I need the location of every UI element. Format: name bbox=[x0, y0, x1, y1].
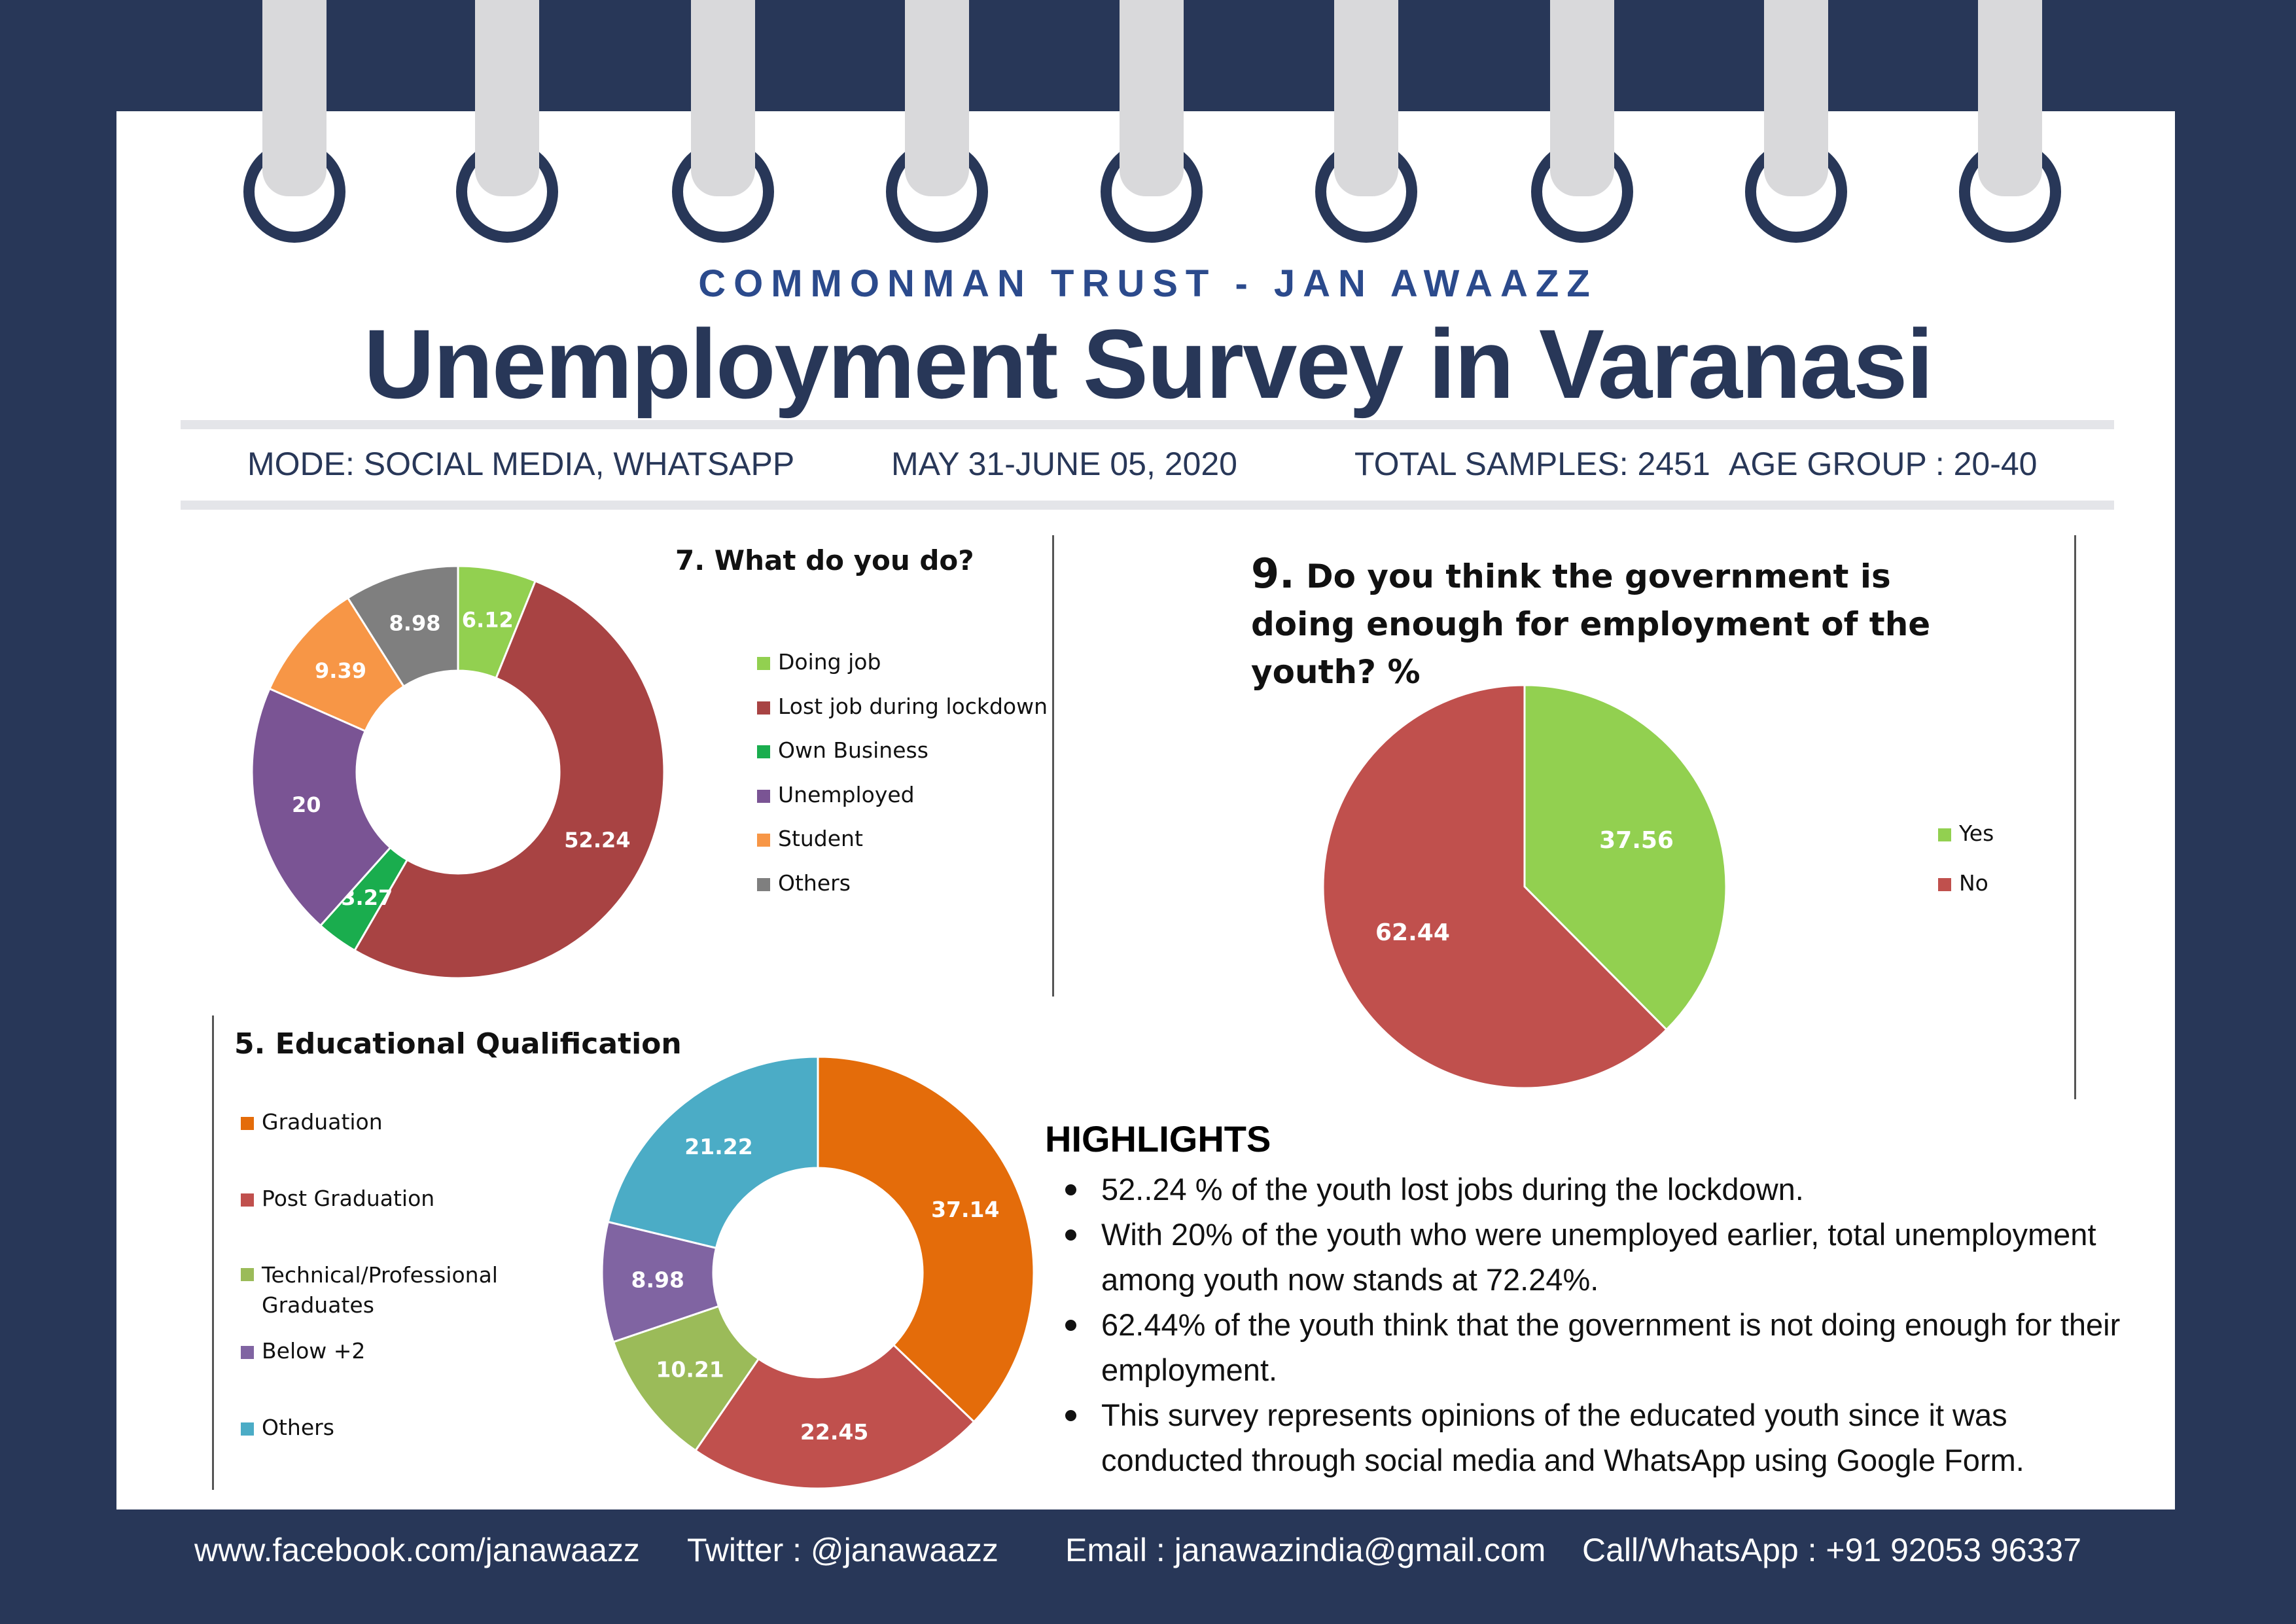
highlight-item: 52..24 % of the youth lost jobs during t… bbox=[1052, 1167, 2138, 1212]
divider-vertical-3 bbox=[212, 1015, 214, 1490]
legend-label: Doing job bbox=[778, 649, 881, 675]
legend-swatch bbox=[241, 1193, 254, 1207]
legend-item: Graduation bbox=[241, 1109, 383, 1135]
legend-label: Below +2 bbox=[262, 1338, 366, 1364]
divider-vertical-2 bbox=[2074, 535, 2076, 1099]
legend-swatch bbox=[757, 745, 770, 758]
chart-9-title: 9. Do you think the government is doing … bbox=[1251, 550, 1958, 696]
binding-ring bbox=[1978, 0, 2042, 196]
data-label: 6.12 bbox=[462, 607, 514, 632]
footer-facebook: www.facebook.com/janawaazz bbox=[194, 1532, 640, 1568]
data-label: 8.98 bbox=[631, 1267, 684, 1292]
pie-slice bbox=[1523, 684, 1727, 1031]
chart-9-pie: 37.56 62.44 bbox=[1322, 684, 1727, 1089]
divider-top bbox=[181, 420, 2114, 429]
legend-label: Others bbox=[262, 1415, 334, 1440]
legend-swatch bbox=[241, 1345, 254, 1359]
legend-item: Doing job bbox=[757, 649, 881, 675]
highlights-title: HIGHLIGHTS bbox=[1045, 1118, 1271, 1159]
chart-9-title-number: 9. bbox=[1251, 550, 1295, 597]
footer-twitter: Twitter : @janawaazz bbox=[687, 1532, 998, 1568]
chart-5-donut: 37.14 22.45 10.21 8.98 21.22 bbox=[601, 1055, 1035, 1490]
data-label: 62.44 bbox=[1375, 919, 1450, 946]
legend-swatch bbox=[1938, 877, 1951, 891]
divider-vertical-1 bbox=[1052, 535, 1054, 997]
chart-5-title: 5. Educational Qualification bbox=[234, 1027, 682, 1061]
chart-9-title-text: Do you think the government is doing eno… bbox=[1251, 557, 1931, 691]
legend-item: Post Graduation bbox=[241, 1186, 434, 1211]
legend-label: Others bbox=[778, 870, 851, 896]
data-label: 22.45 bbox=[800, 1419, 868, 1445]
legend-swatch bbox=[241, 1422, 254, 1436]
footer-phone: Call/WhatsApp : +91 92053 96337 bbox=[1582, 1532, 2082, 1568]
data-label: 37.14 bbox=[931, 1197, 999, 1222]
data-label: 21.22 bbox=[684, 1134, 752, 1159]
data-label: 8.98 bbox=[389, 610, 441, 635]
legend-item: Below +2 bbox=[241, 1338, 365, 1364]
legend-item: No bbox=[1938, 870, 1988, 896]
highlights-list: 52..24 % of the youth lost jobs during t… bbox=[1052, 1167, 2138, 1483]
binding-ring bbox=[1764, 0, 1828, 196]
meta-dates: MAY 31-JUNE 05, 2020 bbox=[891, 446, 1237, 482]
binding-ring bbox=[475, 0, 539, 196]
legend-item: Technical/Professional Graduates bbox=[241, 1260, 523, 1320]
chart-7-title: 7. What do you do? bbox=[675, 544, 974, 576]
page-title: Unemployment Survey in Varanasi bbox=[363, 309, 1934, 419]
binding-ring bbox=[691, 0, 755, 196]
legend-label: Technical/Professional Graduates bbox=[262, 1262, 498, 1318]
pie-slice bbox=[1322, 684, 1669, 1089]
binding-ring bbox=[1550, 0, 1614, 196]
meta-samples: TOTAL SAMPLES: 2451 bbox=[1354, 446, 1710, 482]
legend-label: Graduation bbox=[262, 1109, 383, 1135]
survey-card bbox=[116, 111, 2175, 1509]
highlight-item: This survey represents opinions of the e… bbox=[1052, 1392, 2138, 1483]
highlight-item: 62.44% of the youth think that the gover… bbox=[1052, 1302, 2138, 1392]
legend-label: Own Business bbox=[778, 737, 928, 763]
pie-slice bbox=[607, 1055, 819, 1250]
data-label: 10.21 bbox=[656, 1356, 724, 1382]
legend-label: Yes bbox=[1959, 821, 1994, 846]
legend-label: No bbox=[1959, 870, 1988, 896]
binding-ring bbox=[905, 0, 969, 196]
legend-swatch bbox=[241, 1267, 254, 1281]
pie-slice bbox=[251, 687, 392, 927]
data-label: 9.39 bbox=[315, 658, 366, 683]
data-label: 20 bbox=[292, 792, 321, 817]
highlight-item: With 20% of the youth who were unemploye… bbox=[1052, 1212, 2138, 1302]
legend-swatch bbox=[757, 833, 770, 847]
binding-ring bbox=[262, 0, 327, 196]
legend-swatch bbox=[1938, 828, 1951, 841]
binding-ring bbox=[1334, 0, 1398, 196]
brand-name: COMMONMAN TRUST - JAN AWAAZZ bbox=[698, 262, 1598, 305]
footer-email: Email : janawazindia@gmail.com bbox=[1065, 1532, 1546, 1568]
divider-bottom bbox=[181, 501, 2114, 510]
legend-label: Student bbox=[778, 826, 863, 851]
legend-item: Student bbox=[757, 826, 863, 851]
pie-slice bbox=[346, 565, 459, 688]
binding-ring bbox=[1120, 0, 1184, 196]
legend-item: Others bbox=[757, 870, 851, 896]
meta-mode: MODE: SOCIAL MEDIA, WHATSAPP bbox=[247, 446, 795, 482]
legend-swatch bbox=[757, 877, 770, 891]
legend-label: Post Graduation bbox=[262, 1186, 435, 1211]
legend-label: Unemployed bbox=[778, 782, 915, 807]
pie-slice bbox=[817, 1055, 1035, 1424]
legend-item: Unemployed bbox=[757, 782, 915, 807]
legend-swatch bbox=[757, 789, 770, 803]
legend-item: Lost job during lockdown bbox=[757, 694, 1048, 719]
data-label: 37.56 bbox=[1599, 827, 1674, 854]
legend-swatch bbox=[757, 656, 770, 670]
legend-label: Lost job during lockdown bbox=[778, 694, 1048, 719]
pie-slice bbox=[694, 1343, 976, 1490]
legend-swatch bbox=[241, 1116, 254, 1130]
legend-swatch bbox=[757, 701, 770, 715]
pie-slice bbox=[353, 580, 665, 980]
meta-age-group: AGE GROUP : 20-40 bbox=[1729, 446, 2038, 482]
legend-item: Others bbox=[241, 1415, 334, 1440]
data-label: 52.24 bbox=[564, 828, 630, 853]
legend-item: Own Business bbox=[757, 737, 928, 763]
legend-item: Yes bbox=[1938, 821, 1994, 846]
